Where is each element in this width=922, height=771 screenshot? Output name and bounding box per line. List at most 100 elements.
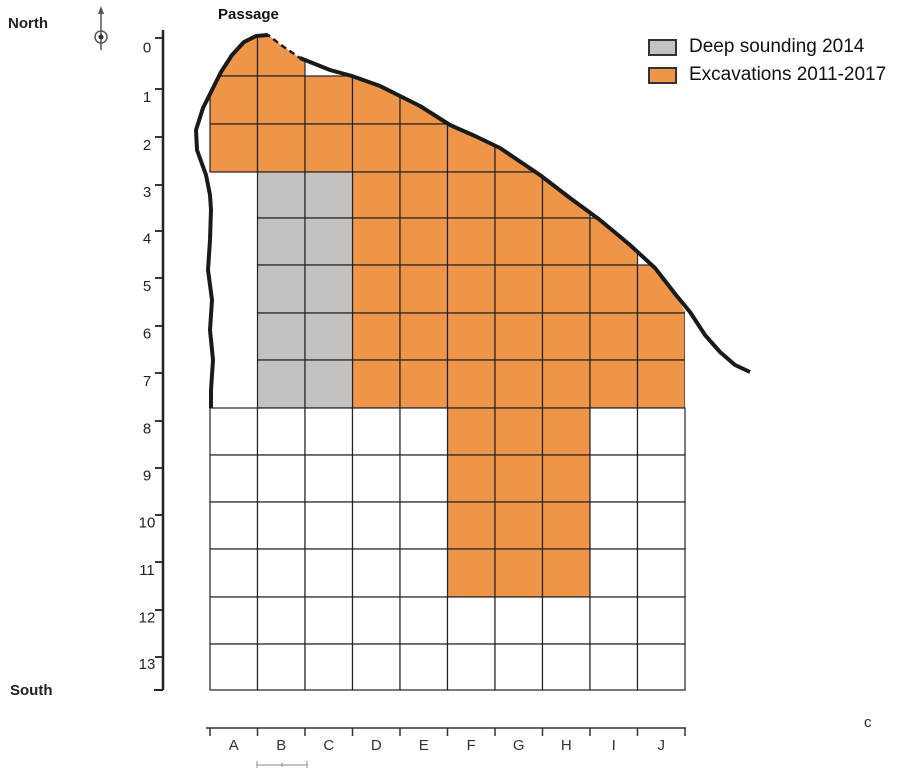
- excavated-square-F11: [446, 548, 496, 598]
- excavated-square-H10: [541, 501, 591, 550]
- excavated-square-E5: [399, 264, 449, 314]
- column-label-B: B: [276, 737, 286, 754]
- excavated-square-G5: [494, 264, 544, 314]
- grid-square-D9: [351, 454, 401, 503]
- grid-square-B12: [256, 596, 306, 645]
- excavated-square-G9: [494, 454, 544, 503]
- grid-square-A9: [209, 454, 259, 503]
- excavated-square-D2: [351, 123, 401, 173]
- grid-square-G12: [494, 596, 544, 645]
- deep-sounding-square-B3: [256, 171, 306, 219]
- excavated-square-D7: [351, 359, 401, 408]
- column-label-J: J: [658, 737, 666, 754]
- row-label-3: 3: [143, 184, 151, 201]
- deep-sounding-square-B4: [256, 217, 306, 266]
- excavated-square-E2: [399, 123, 449, 173]
- legend-item-excavations: Excavations 2011-2017: [648, 61, 886, 89]
- excavated-square-F5: [446, 264, 496, 314]
- grid-square-D12: [351, 596, 401, 645]
- grid-square-E8: [399, 407, 449, 456]
- legend: Deep sounding 2014 Excavations 2011-2017: [648, 33, 886, 89]
- excavated-square-J6: [636, 312, 685, 361]
- grid-square-I12: [589, 596, 639, 645]
- grid-square-E12: [399, 596, 449, 645]
- excavated-square-G3: [494, 171, 544, 219]
- grid-square-J13: [636, 643, 686, 691]
- legend-item-deep-sounding: Deep sounding 2014: [648, 33, 886, 61]
- excavated-square-D6: [351, 312, 401, 361]
- grid-square-I10: [589, 501, 639, 550]
- excavated-square-D4: [351, 217, 401, 266]
- column-label-C: C: [323, 737, 334, 754]
- deep-sounding-square-C3: [304, 171, 354, 219]
- deep-sounding-square-B7: [256, 359, 306, 408]
- column-label-H: H: [561, 737, 572, 754]
- grid-square-A13: [209, 643, 259, 691]
- excavated-square-B0: [256, 35, 306, 77]
- row-label-0: 0: [143, 40, 151, 57]
- grid-square-C10: [304, 501, 354, 550]
- excavated-square-F9: [446, 454, 496, 503]
- excavated-square-J7: [636, 359, 685, 408]
- passage-dashed-edge: [219, 33, 301, 73]
- excavated-square-I6: [589, 312, 639, 361]
- row-label-5: 5: [143, 278, 151, 295]
- excavated-square-G6: [494, 312, 544, 361]
- grid-square-J10: [636, 501, 686, 550]
- grid-square-I11: [589, 548, 639, 598]
- excavated-square-I5: [589, 264, 639, 314]
- grid-square-D13: [351, 643, 401, 691]
- row-label-9: 9: [143, 468, 151, 485]
- grid-square-C12: [304, 596, 354, 645]
- excavated-square-G4: [494, 217, 544, 266]
- excavated-square-H6: [541, 312, 591, 361]
- grid-square-A11: [209, 548, 259, 598]
- grid-square-A10: [209, 501, 259, 550]
- excavated-square-H4: [541, 217, 591, 266]
- grid-square-C8: [304, 407, 354, 456]
- excavated-square-G10: [494, 501, 544, 550]
- excavated-square-G7: [494, 359, 544, 408]
- excavated-square-F4: [446, 217, 496, 266]
- grid-square-F13: [446, 643, 496, 691]
- grid-square-F12: [446, 596, 496, 645]
- excavated-square-C2: [304, 123, 354, 173]
- excavated-square-F2: [446, 123, 496, 173]
- excavated-square-H9: [541, 454, 591, 503]
- grid-square-B11: [256, 548, 306, 598]
- excavated-square-E7: [399, 359, 449, 408]
- grid-square-C11: [304, 548, 354, 598]
- excavated-square-E4: [399, 217, 449, 266]
- grid-square-I13: [589, 643, 639, 691]
- grid-square-B8: [256, 407, 306, 456]
- row-label-2: 2: [143, 137, 151, 154]
- scale-bar: [256, 761, 308, 768]
- deep-sounding-square-C5: [304, 264, 354, 314]
- excavated-square-J5: [636, 264, 685, 314]
- excavated-square-H11: [541, 548, 591, 598]
- excavated-square-G11: [494, 548, 544, 598]
- grid-square-B10: [256, 501, 306, 550]
- row-label-6: 6: [143, 326, 151, 343]
- legend-label-deep: Deep sounding 2014: [689, 36, 865, 57]
- excavated-square-I7: [589, 359, 639, 408]
- excavated-square-G8: [494, 407, 544, 456]
- north-arrow-icon: [94, 6, 108, 50]
- excavated-square-I4: [589, 217, 639, 266]
- grid-square-A12: [209, 596, 259, 645]
- grid-square-E9: [399, 454, 449, 503]
- grid-square-D8: [351, 407, 401, 456]
- grid-square-B13: [256, 643, 306, 691]
- south-label: South: [10, 682, 53, 699]
- excavated-square-F6: [446, 312, 496, 361]
- excavated-square-F3: [446, 171, 496, 219]
- grid-square-D11: [351, 548, 401, 598]
- grid-square-D10: [351, 501, 401, 550]
- grid-square-G13: [494, 643, 544, 691]
- legend-label-excavations: Excavations 2011-2017: [689, 64, 887, 85]
- row-label-12: 12: [139, 610, 156, 627]
- row-label-8: 8: [143, 421, 151, 438]
- grid-square-C13: [304, 643, 354, 691]
- excavated-square-F7: [446, 359, 496, 408]
- cave-wall-east: [299, 56, 751, 374]
